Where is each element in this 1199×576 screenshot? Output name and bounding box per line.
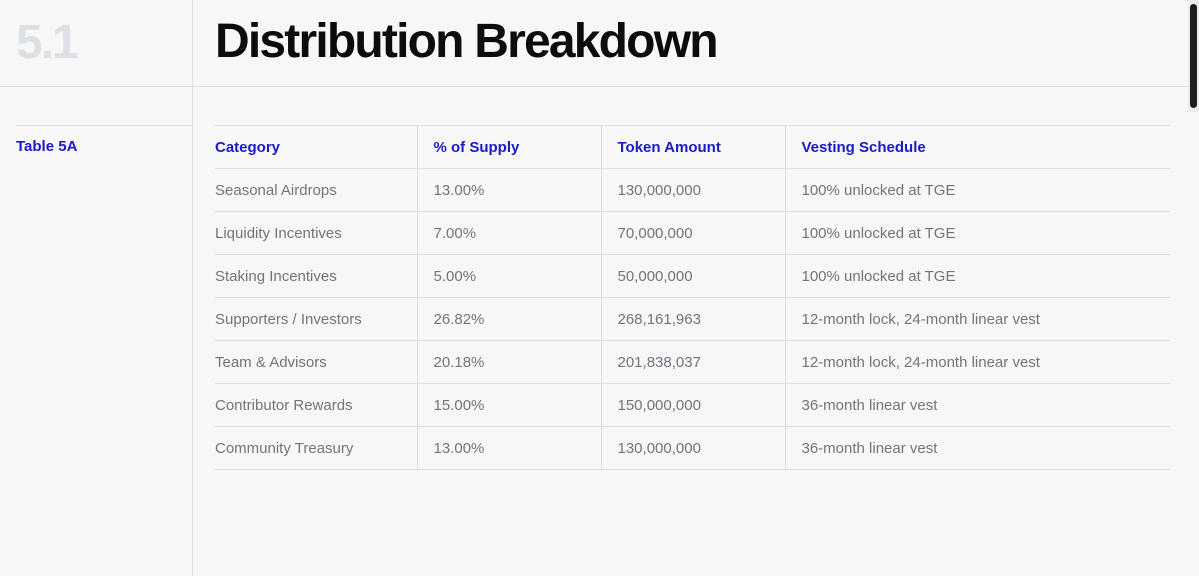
cell-vesting-schedule: 100% unlocked at TGE	[784, 168, 1170, 212]
cell-token-amount: 130,000,000	[600, 168, 785, 212]
table-row: Seasonal Airdrops 13.00% 130,000,000 100…	[215, 168, 1170, 212]
cell-vesting-schedule: 12-month lock, 24-month linear vest	[784, 297, 1170, 341]
header-vesting-schedule: Vesting Schedule	[784, 125, 1170, 169]
cell-category: Liquidity Incentives	[215, 211, 417, 255]
cell-percent-supply: 5.00%	[416, 254, 601, 298]
header-token-amount: Token Amount	[600, 125, 785, 169]
cell-token-amount: 50,000,000	[600, 254, 785, 298]
table-row: Contributor Rewards 15.00% 150,000,000 3…	[215, 383, 1170, 427]
table-header-row: Category % of Supply Token Amount Vestin…	[215, 125, 1170, 169]
section-title: Distribution Breakdown	[215, 15, 719, 68]
cell-category: Staking Incentives	[215, 254, 417, 298]
cell-percent-supply: 26.82%	[416, 297, 601, 341]
column-divider	[192, 0, 193, 576]
cell-category: Seasonal Airdrops	[215, 168, 417, 212]
cell-token-amount: 130,000,000	[600, 426, 785, 470]
cell-token-amount: 70,000,000	[600, 211, 785, 255]
cell-vesting-schedule: 36-month linear vest	[784, 383, 1170, 427]
table-row: Liquidity Incentives 7.00% 70,000,000 10…	[215, 211, 1170, 255]
scrollbar-thumb[interactable]	[1190, 4, 1197, 108]
side-rule	[16, 125, 192, 126]
header-category: Category	[215, 125, 417, 169]
table-row: Community Treasury 13.00% 130,000,000 36…	[215, 426, 1170, 470]
cell-category: Community Treasury	[215, 426, 417, 470]
cell-category: Supporters / Investors	[215, 297, 417, 341]
cell-token-amount: 201,838,037	[600, 340, 785, 384]
distribution-table: Category % of Supply Token Amount Vestin…	[215, 125, 1170, 470]
cell-category: Team & Advisors	[215, 340, 417, 384]
cell-vesting-schedule: 100% unlocked at TGE	[784, 254, 1170, 298]
cell-token-amount: 268,161,963	[600, 297, 785, 341]
cell-category: Contributor Rewards	[215, 383, 417, 427]
cell-percent-supply: 13.00%	[416, 426, 601, 470]
cell-token-amount: 150,000,000	[600, 383, 785, 427]
cell-vesting-schedule: 12-month lock, 24-month linear vest	[784, 340, 1170, 384]
cell-percent-supply: 13.00%	[416, 168, 601, 212]
cell-vesting-schedule: 36-month linear vest	[784, 426, 1170, 470]
cell-vesting-schedule: 100% unlocked at TGE	[784, 211, 1170, 255]
table-label: Table 5A	[16, 138, 78, 155]
section-number: 5.1	[16, 16, 79, 69]
cell-percent-supply: 20.18%	[416, 340, 601, 384]
table-row: Supporters / Investors 26.82% 268,161,96…	[215, 297, 1170, 341]
table-row: Staking Incentives 5.00% 50,000,000 100%…	[215, 254, 1170, 298]
scrollbar-track[interactable]	[1188, 0, 1199, 112]
table-row: Team & Advisors 20.18% 201,838,037 12-mo…	[215, 340, 1170, 384]
header-percent-supply: % of Supply	[416, 125, 601, 169]
cell-percent-supply: 7.00%	[416, 211, 601, 255]
header-divider	[0, 86, 1188, 87]
cell-percent-supply: 15.00%	[416, 383, 601, 427]
